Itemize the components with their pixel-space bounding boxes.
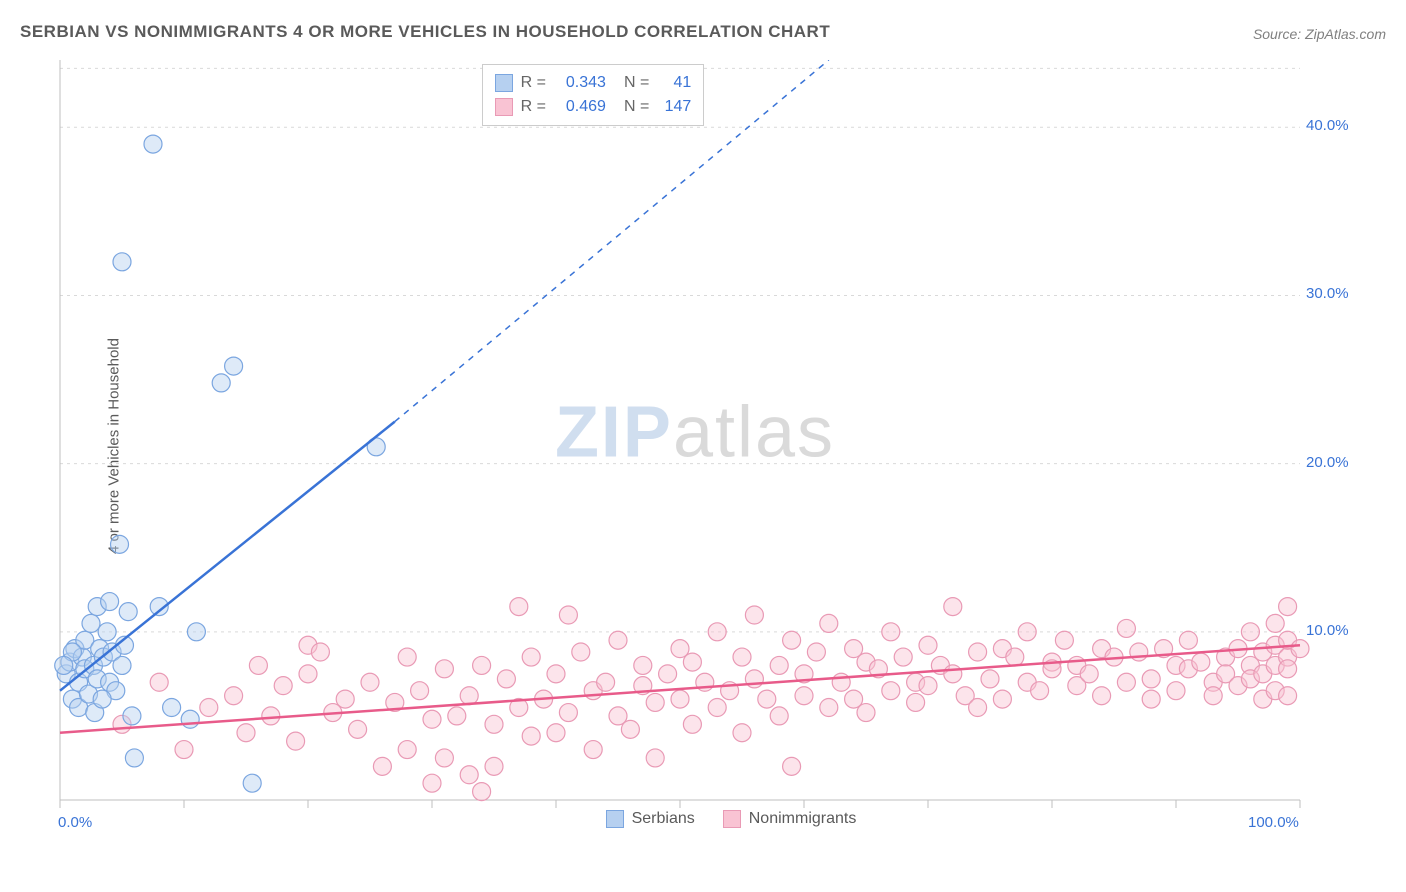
n-label: N = (624, 95, 649, 119)
y-tick-label: 30.0% (1306, 285, 1338, 302)
y-tick-label: 10.0% (1306, 622, 1338, 639)
chart-svg (50, 60, 1340, 830)
bottom-legend: Serbians Nonimmigrants (606, 810, 857, 828)
legend-label: Serbians (632, 810, 695, 828)
n-value: 147 (657, 95, 691, 119)
legend-swatch (606, 810, 624, 828)
r-value: 0.469 (554, 95, 606, 119)
legend-swatch (495, 98, 513, 116)
stats-row: R = 0.343 N = 41 (495, 71, 692, 95)
x-tick-label: 0.0% (58, 814, 92, 831)
r-value: 0.343 (554, 71, 606, 95)
source-label: Source: ZipAtlas.com (1253, 26, 1386, 42)
legend-item: Serbians (606, 810, 695, 828)
legend-label: Nonimmigrants (749, 810, 857, 828)
y-tick-label: 20.0% (1306, 454, 1338, 471)
x-tick-label: 100.0% (1248, 814, 1299, 831)
n-value: 41 (657, 71, 691, 95)
stats-legend-box: R = 0.343 N = 41 R = 0.469 N = 147 (482, 64, 705, 126)
n-label: N = (624, 71, 649, 95)
chart-title: SERBIAN VS NONIMMIGRANTS 4 OR MORE VEHIC… (20, 22, 830, 42)
r-label: R = (521, 71, 546, 95)
r-label: R = (521, 95, 546, 119)
plot-area: ZIPatlas R =0.343N =41R =0.469N =147 Ser… (50, 60, 1340, 830)
legend-item: Nonimmigrants (723, 810, 857, 828)
legend-swatch (495, 74, 513, 92)
stats-row: R = 0.469 N = 147 (495, 95, 692, 119)
legend-swatch (723, 810, 741, 828)
y-tick-label: 40.0% (1306, 117, 1338, 134)
